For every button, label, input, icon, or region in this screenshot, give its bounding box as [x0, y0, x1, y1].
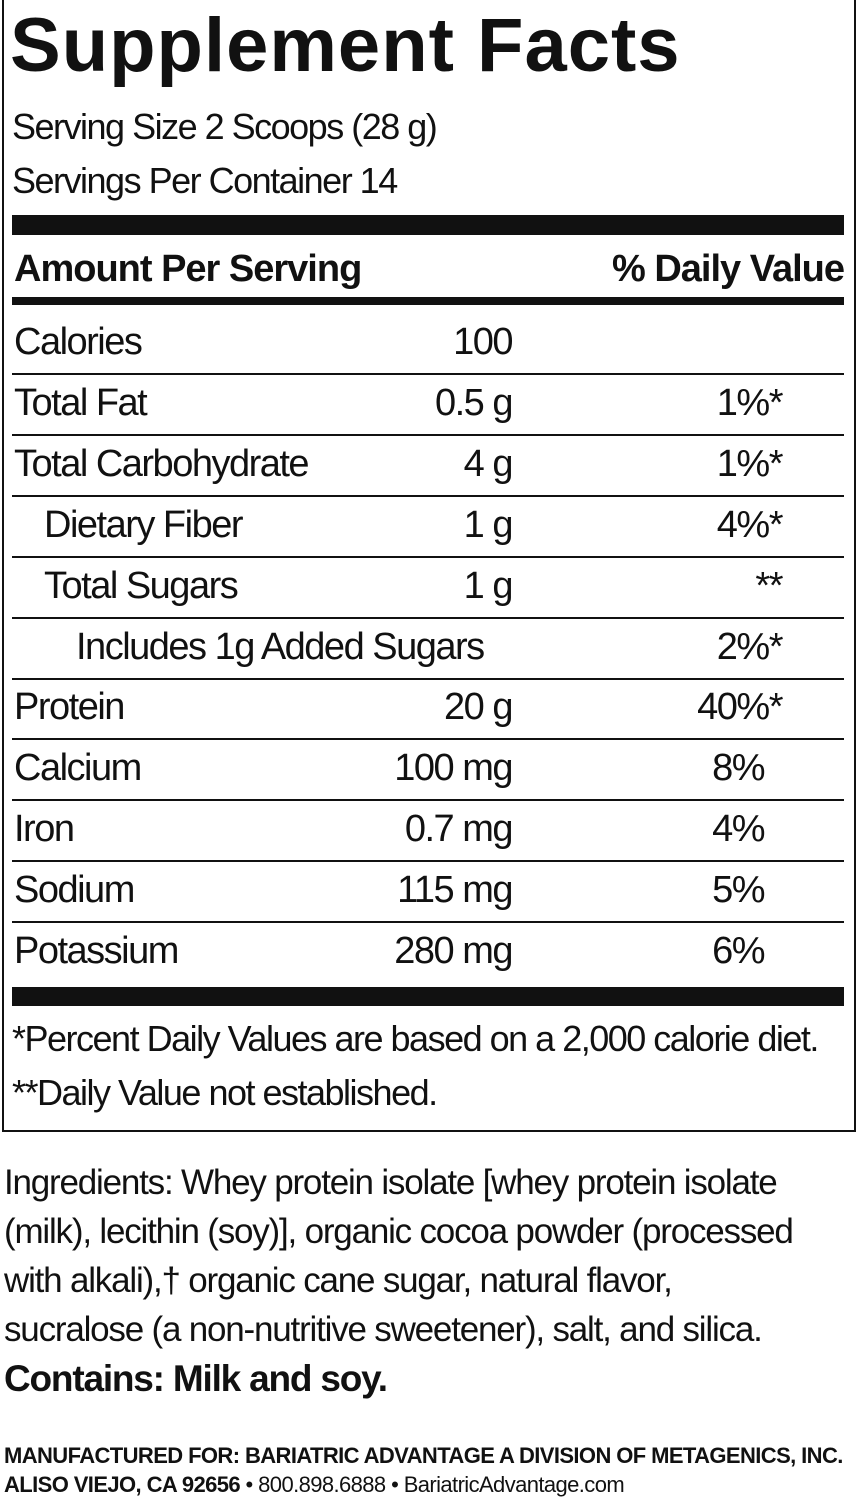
nutrient-daily-value: 4%* — [716, 503, 784, 546]
nutrient-name: Potassium — [14, 930, 179, 972]
nutrient-name: Includes 1g Added Sugars — [76, 625, 485, 668]
panel-title: Supplement Facts — [10, 3, 681, 88]
ingredients-line: Ingredients: Whey protein isolate [whey … — [4, 1163, 778, 1202]
nutrient-amount: 20 g — [444, 686, 513, 729]
allergen-statement: Contains: Milk and soy. — [4, 1358, 388, 1399]
bullet-separator: • — [391, 1472, 399, 1497]
nutrient-row: Dietary Fiber 1 g 4%* — [12, 496, 844, 558]
nutrient-name: Calories — [14, 321, 143, 363]
thick-divider — [12, 215, 844, 235]
nutrient-daily-value: 1%* — [716, 381, 784, 424]
nutrient-row: Protein 20 g 40%* — [12, 678, 844, 741]
ingredients: Ingredients: Whey protein isolate [whey … — [4, 1158, 854, 1403]
phone: 800.898.6888 — [258, 1472, 386, 1497]
nutrient-name: Protein — [14, 686, 125, 729]
nutrient-daily-value: 5% — [712, 869, 765, 912]
supplement-facts-panel — [2, 0, 856, 1132]
nutrient-daily-value: ** — [755, 564, 783, 607]
nutrient-row: Calories 100 — [12, 313, 844, 375]
serving-size: Serving Size 2 Scoops (28 g) — [12, 106, 438, 147]
nutrient-row: Potassium 280 mg 6% — [12, 922, 844, 982]
location: ALISO VIEJO, CA 92656 — [4, 1472, 241, 1497]
nutrient-name: Total Sugars — [44, 564, 239, 607]
manufacturer-contact: ALISO VIEJO, CA 92656 • 800.898.6888 • B… — [4, 1472, 625, 1498]
ingredients-line: with alkali),† organic cane sugar, natur… — [4, 1261, 673, 1300]
nutrient-name: Total Fat — [14, 381, 148, 424]
manufacturer-line: MANUFACTURED FOR: BARIATRIC ADVANTAGE A … — [4, 1443, 843, 1468]
nutrient-row: Calcium 100 mg 8% — [12, 739, 844, 802]
nutrient-amount: 280 mg — [394, 930, 513, 972]
nutrient-name: Dietary Fiber — [44, 503, 244, 546]
thick-divider — [12, 987, 844, 1006]
ingredients-line: sucralose (a non-nutritive sweetener), s… — [4, 1310, 763, 1349]
nutrient-row: Sodium 115 mg 5% — [12, 861, 844, 924]
nutrient-amount: 115 mg — [397, 869, 513, 912]
nutrient-daily-value: 4% — [712, 808, 765, 851]
nutrient-daily-value: 8% — [712, 747, 765, 790]
nutrient-row: Total Carbohydrate 4 g 1%* — [12, 435, 844, 497]
ingredients-line: (milk), lecithin (soy)], organic cocoa p… — [4, 1212, 794, 1251]
daily-value-header: % Daily Value — [611, 248, 845, 290]
nutrient-amount: 100 — [453, 321, 513, 363]
nutrient-row: Total Sugars 1 g ** — [12, 557, 844, 619]
nutrient-amount: 0.5 g — [434, 381, 514, 424]
nutrient-name: Iron — [14, 808, 75, 851]
nutrient-row: Includes 1g Added Sugars 2%* — [12, 618, 844, 680]
servings-per-container: Servings Per Container 14 — [12, 160, 398, 201]
nutrient-daily-value: 6% — [712, 930, 765, 972]
bullet-separator: • — [245, 1472, 254, 1497]
website: BariatricAdvantage.com — [403, 1472, 625, 1497]
nutrient-daily-value: 40%* — [697, 686, 783, 729]
amount-per-serving-header: Amount Per Serving — [14, 248, 362, 290]
footnote-not-established: **Daily Value not established. — [12, 1072, 438, 1113]
nutrient-name: Sodium — [14, 869, 135, 912]
nutrient-amount: 4 g — [463, 442, 514, 485]
nutrient-amount: 1 g — [463, 503, 514, 546]
nutrient-daily-value: 1%* — [716, 442, 784, 485]
nutrient-daily-value: 2%* — [716, 625, 784, 668]
nutrient-name: Total Carbohydrate — [14, 442, 310, 485]
medium-divider — [12, 297, 844, 305]
nutrient-row: Iron 0.7 mg 4% — [12, 800, 844, 863]
nutrient-name: Calcium — [14, 747, 142, 790]
nutrient-amount: 100 mg — [394, 747, 513, 790]
nutrient-row: Total Fat 0.5 g 1%* — [12, 374, 844, 436]
nutrient-amount: 0.7 mg — [404, 808, 514, 851]
nutrient-amount: 1 g — [463, 564, 514, 607]
footnote-dv: *Percent Daily Values are based on a 2,0… — [12, 1018, 819, 1059]
